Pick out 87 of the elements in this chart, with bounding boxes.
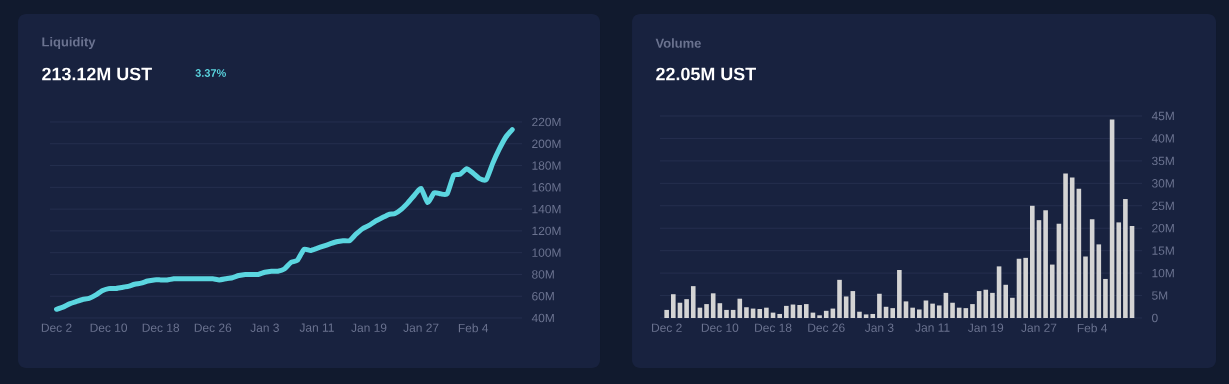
- y-tick-label: 220M: [532, 117, 561, 127]
- bar: [737, 298, 743, 318]
- x-tick-label: Jan 27: [403, 323, 439, 332]
- x-tick-label: Jan 3: [864, 323, 894, 332]
- bar: [724, 309, 729, 318]
- bar: [784, 305, 789, 318]
- bar: [917, 309, 922, 318]
- y-tick-label: 0: [1152, 313, 1158, 323]
- bar: [930, 303, 935, 318]
- x-tick-label: Dec 18: [142, 323, 180, 332]
- bar: [877, 293, 882, 318]
- bar: [710, 293, 716, 318]
- x-tick-label: Dec 10: [701, 323, 739, 332]
- y-tick-label: 25M: [1152, 201, 1174, 210]
- bar: [990, 292, 995, 318]
- chart-subtitle: 22.05M UST: [656, 67, 756, 81]
- bar: [897, 269, 902, 318]
- bar: [1069, 177, 1075, 318]
- bar: [1063, 173, 1068, 318]
- y-tick-label: 140M: [532, 204, 561, 214]
- bar: [1003, 284, 1009, 318]
- y-tick-label: 30M: [1151, 179, 1174, 188]
- x-tick-label: Dec 26: [808, 323, 845, 332]
- y-tick-label: 160M: [532, 183, 561, 192]
- x-tick-label: Jan 27: [1021, 323, 1057, 332]
- bar: [823, 310, 829, 318]
- bar: [870, 313, 876, 318]
- bar: [803, 304, 809, 318]
- y-tick-label: 45M: [1151, 111, 1174, 121]
- text: 3.37%: [195, 69, 226, 77]
- bar: [970, 304, 975, 318]
- bar: [950, 302, 955, 318]
- y-tick-label: 5M: [1152, 291, 1168, 300]
- x-tick-label: Dec 2: [652, 323, 682, 332]
- bar: [857, 311, 862, 318]
- bar: [863, 314, 869, 318]
- x-tick-label: Dec 18: [755, 323, 792, 332]
- bar: [1083, 256, 1088, 318]
- x-tick-label: Feb 4: [458, 323, 489, 333]
- bar: [764, 307, 769, 318]
- bar: [1123, 199, 1128, 318]
- y-tick-label: 120M: [532, 226, 561, 236]
- y-tick-label: 100M: [532, 248, 561, 257]
- bar: [1030, 205, 1035, 318]
- bar: [890, 308, 896, 318]
- x-tick-label: Jan 19: [968, 323, 1004, 332]
- x-tick-label: Dec 2: [41, 323, 72, 332]
- y-tick-label: 20M: [1152, 223, 1174, 233]
- bar: [910, 307, 915, 318]
- bar: [671, 294, 676, 318]
- bar: [1010, 297, 1015, 318]
- bar: [1043, 210, 1048, 318]
- x-tick-label: Jan 11: [299, 323, 334, 332]
- bar: [983, 289, 989, 318]
- bar: [1103, 278, 1108, 318]
- y-tick-label: 40M: [531, 313, 554, 323]
- bar: [690, 286, 696, 318]
- x-tick-label: Dec 26: [194, 323, 232, 332]
- x-tick-label: Jan 3: [250, 323, 279, 332]
- bar: [1116, 222, 1122, 318]
- chart-title: Liquidity: [42, 36, 96, 50]
- bar: [837, 279, 842, 318]
- x-tick-label: Jan 11: [915, 323, 950, 332]
- y-tick-label: 180M: [532, 161, 561, 170]
- y-tick-label: 10M: [1152, 268, 1174, 278]
- bar: [684, 299, 689, 318]
- bar: [797, 304, 802, 318]
- y-tick-label: 200M: [532, 139, 561, 148]
- chart-title: Volume: [655, 38, 701, 48]
- x-tick-label: Feb 4: [1077, 323, 1108, 333]
- x-tick-label: Jan 19: [351, 323, 387, 332]
- bar: [744, 307, 749, 318]
- chart-subtitle: 213.12M UST: [42, 67, 152, 81]
- bar: [704, 304, 709, 318]
- bar: [664, 309, 669, 318]
- y-tick-label: 35M: [1151, 156, 1174, 166]
- y-tick-label: 60M: [532, 291, 554, 301]
- bar: [777, 313, 782, 318]
- bar: [817, 315, 822, 318]
- bar: [1023, 257, 1028, 318]
- y-tick-label: 15M: [1152, 246, 1174, 255]
- bar: [1049, 264, 1055, 318]
- x-tick-label: Dec 10: [90, 323, 128, 332]
- y-tick-label: 40M: [1151, 134, 1174, 143]
- bar: [936, 305, 942, 318]
- y-tick-label: 80M: [532, 270, 554, 279]
- bar: [757, 309, 763, 318]
